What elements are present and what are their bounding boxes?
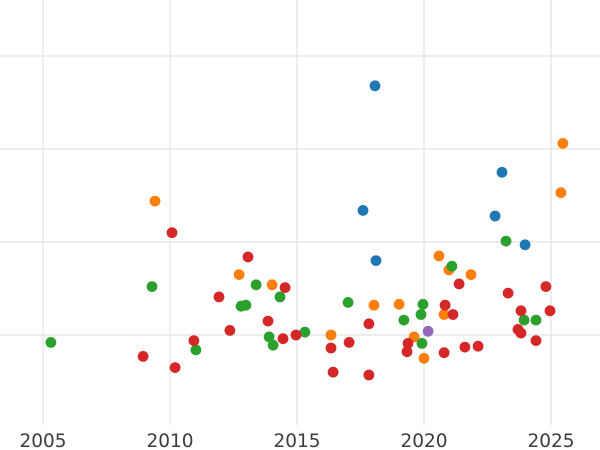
data-point-red [447,309,459,320]
data-point-orange [149,195,161,207]
data-point-orange [368,299,380,311]
data-point-red [530,335,542,346]
data-point-red [188,335,200,346]
data-point-blue [489,210,501,222]
data-point-green [398,314,410,326]
data-point-red [439,299,451,311]
x-tick-label: 2015 [273,431,320,450]
data-point-red [166,227,178,239]
data-point-blue [369,80,381,92]
data-point-red [515,305,527,317]
data-point-green [500,235,512,247]
data-point-green [530,314,542,326]
data-point-red [169,362,181,373]
data-point-green [146,281,158,292]
data-point-orange [233,269,245,280]
data-point-red [327,366,339,378]
data-point-blue [357,205,369,216]
data-point-green [274,291,286,303]
data-point-orange [438,309,450,320]
data-point-orange [557,138,569,149]
data-point-red [262,315,274,327]
data-point-green [240,299,252,311]
data-point-red [242,251,254,263]
data-point-green [518,314,530,326]
data-point-green [415,309,427,320]
data-point-green [416,338,428,349]
data-point-red [343,337,355,348]
data-point-red [290,329,302,341]
data-point-orange [418,352,430,364]
data-point-red [363,318,375,330]
data-point-green [45,337,57,348]
data-point-red [544,305,556,317]
data-point-orange [393,298,405,310]
data-point-green [250,279,262,291]
data-point-red [137,351,149,362]
data-point-blue [519,239,531,251]
data-point-red [401,346,413,358]
data-point-green [299,326,311,338]
data-point-purple [422,325,434,337]
data-point-red [213,291,225,303]
x-tick-label: 2010 [146,431,193,450]
x-tick-label: 2005 [19,431,66,450]
data-point-red [224,325,236,336]
data-point-green [342,297,354,308]
data-point-red [363,369,375,381]
data-point-green [417,298,429,310]
data-point-red [515,327,527,339]
data-point-green [267,339,279,351]
data-point-red [502,287,514,299]
x-tick-label: 2025 [527,431,574,450]
data-point-orange [433,250,445,262]
data-point-red [472,340,484,352]
data-point-red [277,333,289,345]
data-point-red [459,341,471,353]
data-point-green [190,344,202,356]
data-point-orange [266,279,278,291]
data-point-red [279,282,291,293]
data-point-orange [325,329,337,341]
data-point-blue [496,166,508,178]
data-point-green [446,260,458,272]
x-tick-label: 2020 [400,431,447,450]
data-point-red [438,347,450,359]
data-point-blue [370,255,382,266]
data-point-green [263,331,275,343]
data-point-red [325,342,337,354]
data-point-orange [465,269,477,280]
data-point-red [540,281,552,292]
data-point-red [453,278,465,290]
data-point-orange [555,187,567,199]
data-point-red [402,338,414,349]
